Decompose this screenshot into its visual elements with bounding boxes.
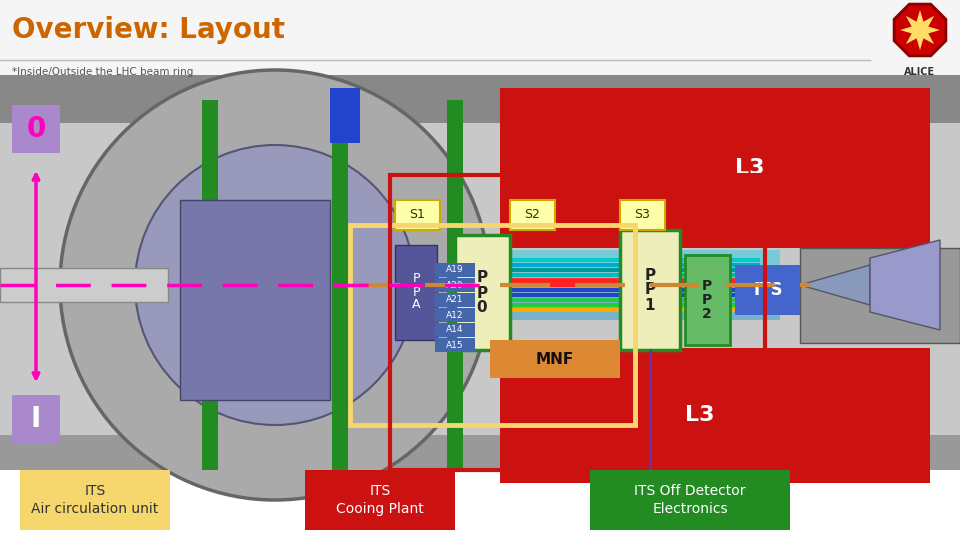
Text: ITS: ITS — [754, 281, 782, 299]
Text: S2: S2 — [524, 208, 540, 221]
Bar — [735, 265, 800, 315]
Bar — [435, 293, 475, 307]
Bar — [500, 88, 930, 248]
Bar — [0, 268, 168, 302]
Text: A14: A14 — [446, 326, 464, 334]
Bar — [435, 278, 475, 292]
Text: P
P
1: P P 1 — [644, 267, 656, 313]
Bar — [0, 435, 960, 470]
Text: A20: A20 — [446, 280, 464, 289]
Text: P
P
0: P P 0 — [476, 271, 488, 315]
Bar — [12, 395, 60, 443]
Bar — [510, 200, 555, 230]
Bar — [500, 348, 930, 483]
Bar — [460, 288, 760, 292]
Bar — [395, 200, 440, 230]
Bar — [0, 75, 960, 123]
Bar — [350, 225, 635, 425]
Text: A21: A21 — [446, 295, 464, 305]
Text: ITS
Air circulation unit: ITS Air circulation unit — [32, 484, 158, 516]
Bar — [620, 200, 665, 230]
Bar — [460, 258, 760, 262]
Bar — [332, 100, 348, 470]
Text: 0: 0 — [26, 115, 46, 143]
Bar — [460, 278, 760, 282]
Bar — [460, 283, 760, 287]
Bar — [330, 88, 360, 143]
Circle shape — [60, 70, 490, 500]
Bar — [0, 0, 960, 75]
Bar — [685, 255, 730, 345]
Text: A15: A15 — [446, 341, 464, 349]
Bar — [460, 268, 760, 272]
Text: L3: L3 — [735, 158, 765, 178]
Bar — [12, 105, 60, 153]
Bar — [460, 279, 780, 287]
Bar — [490, 340, 620, 378]
Text: L3: L3 — [685, 405, 715, 425]
Text: S1: S1 — [409, 208, 425, 221]
Bar — [590, 470, 790, 530]
Circle shape — [135, 145, 415, 425]
Bar — [460, 303, 760, 307]
Text: Overview: Layout: Overview: Layout — [12, 16, 285, 44]
Text: ITS Off Detector
Electronics: ITS Off Detector Electronics — [635, 484, 746, 516]
Text: S3: S3 — [634, 208, 650, 221]
Polygon shape — [900, 10, 940, 50]
Text: A19: A19 — [446, 266, 464, 274]
Bar — [460, 273, 760, 277]
Text: ITS
Cooing Plant: ITS Cooing Plant — [336, 484, 424, 516]
Text: I: I — [31, 405, 41, 433]
Bar — [447, 100, 463, 470]
Bar — [390, 175, 765, 470]
Bar — [395, 245, 437, 340]
Bar — [435, 263, 475, 277]
Bar — [460, 285, 780, 320]
Bar — [305, 470, 455, 530]
Text: P
P
2: P P 2 — [702, 279, 712, 321]
Bar — [455, 235, 510, 350]
Bar — [460, 298, 760, 302]
Bar — [0, 75, 960, 470]
Bar — [20, 470, 170, 530]
Bar — [620, 230, 680, 350]
Polygon shape — [870, 240, 940, 330]
Bar — [435, 308, 475, 322]
Bar — [460, 293, 760, 297]
Text: P
P
A: P P A — [412, 273, 420, 312]
Text: MNF: MNF — [536, 352, 574, 367]
Bar — [460, 263, 760, 267]
Bar — [180, 200, 330, 400]
Polygon shape — [800, 265, 870, 305]
Bar — [800, 248, 960, 343]
Text: ALICE: ALICE — [904, 67, 936, 77]
Bar — [435, 323, 475, 337]
Text: A12: A12 — [446, 310, 464, 320]
Polygon shape — [894, 4, 946, 56]
Bar — [460, 308, 760, 312]
Bar — [460, 250, 780, 285]
Bar — [202, 100, 218, 470]
Bar — [435, 338, 475, 352]
Text: *Inside/Outside the LHC beam ring: *Inside/Outside the LHC beam ring — [12, 67, 193, 77]
